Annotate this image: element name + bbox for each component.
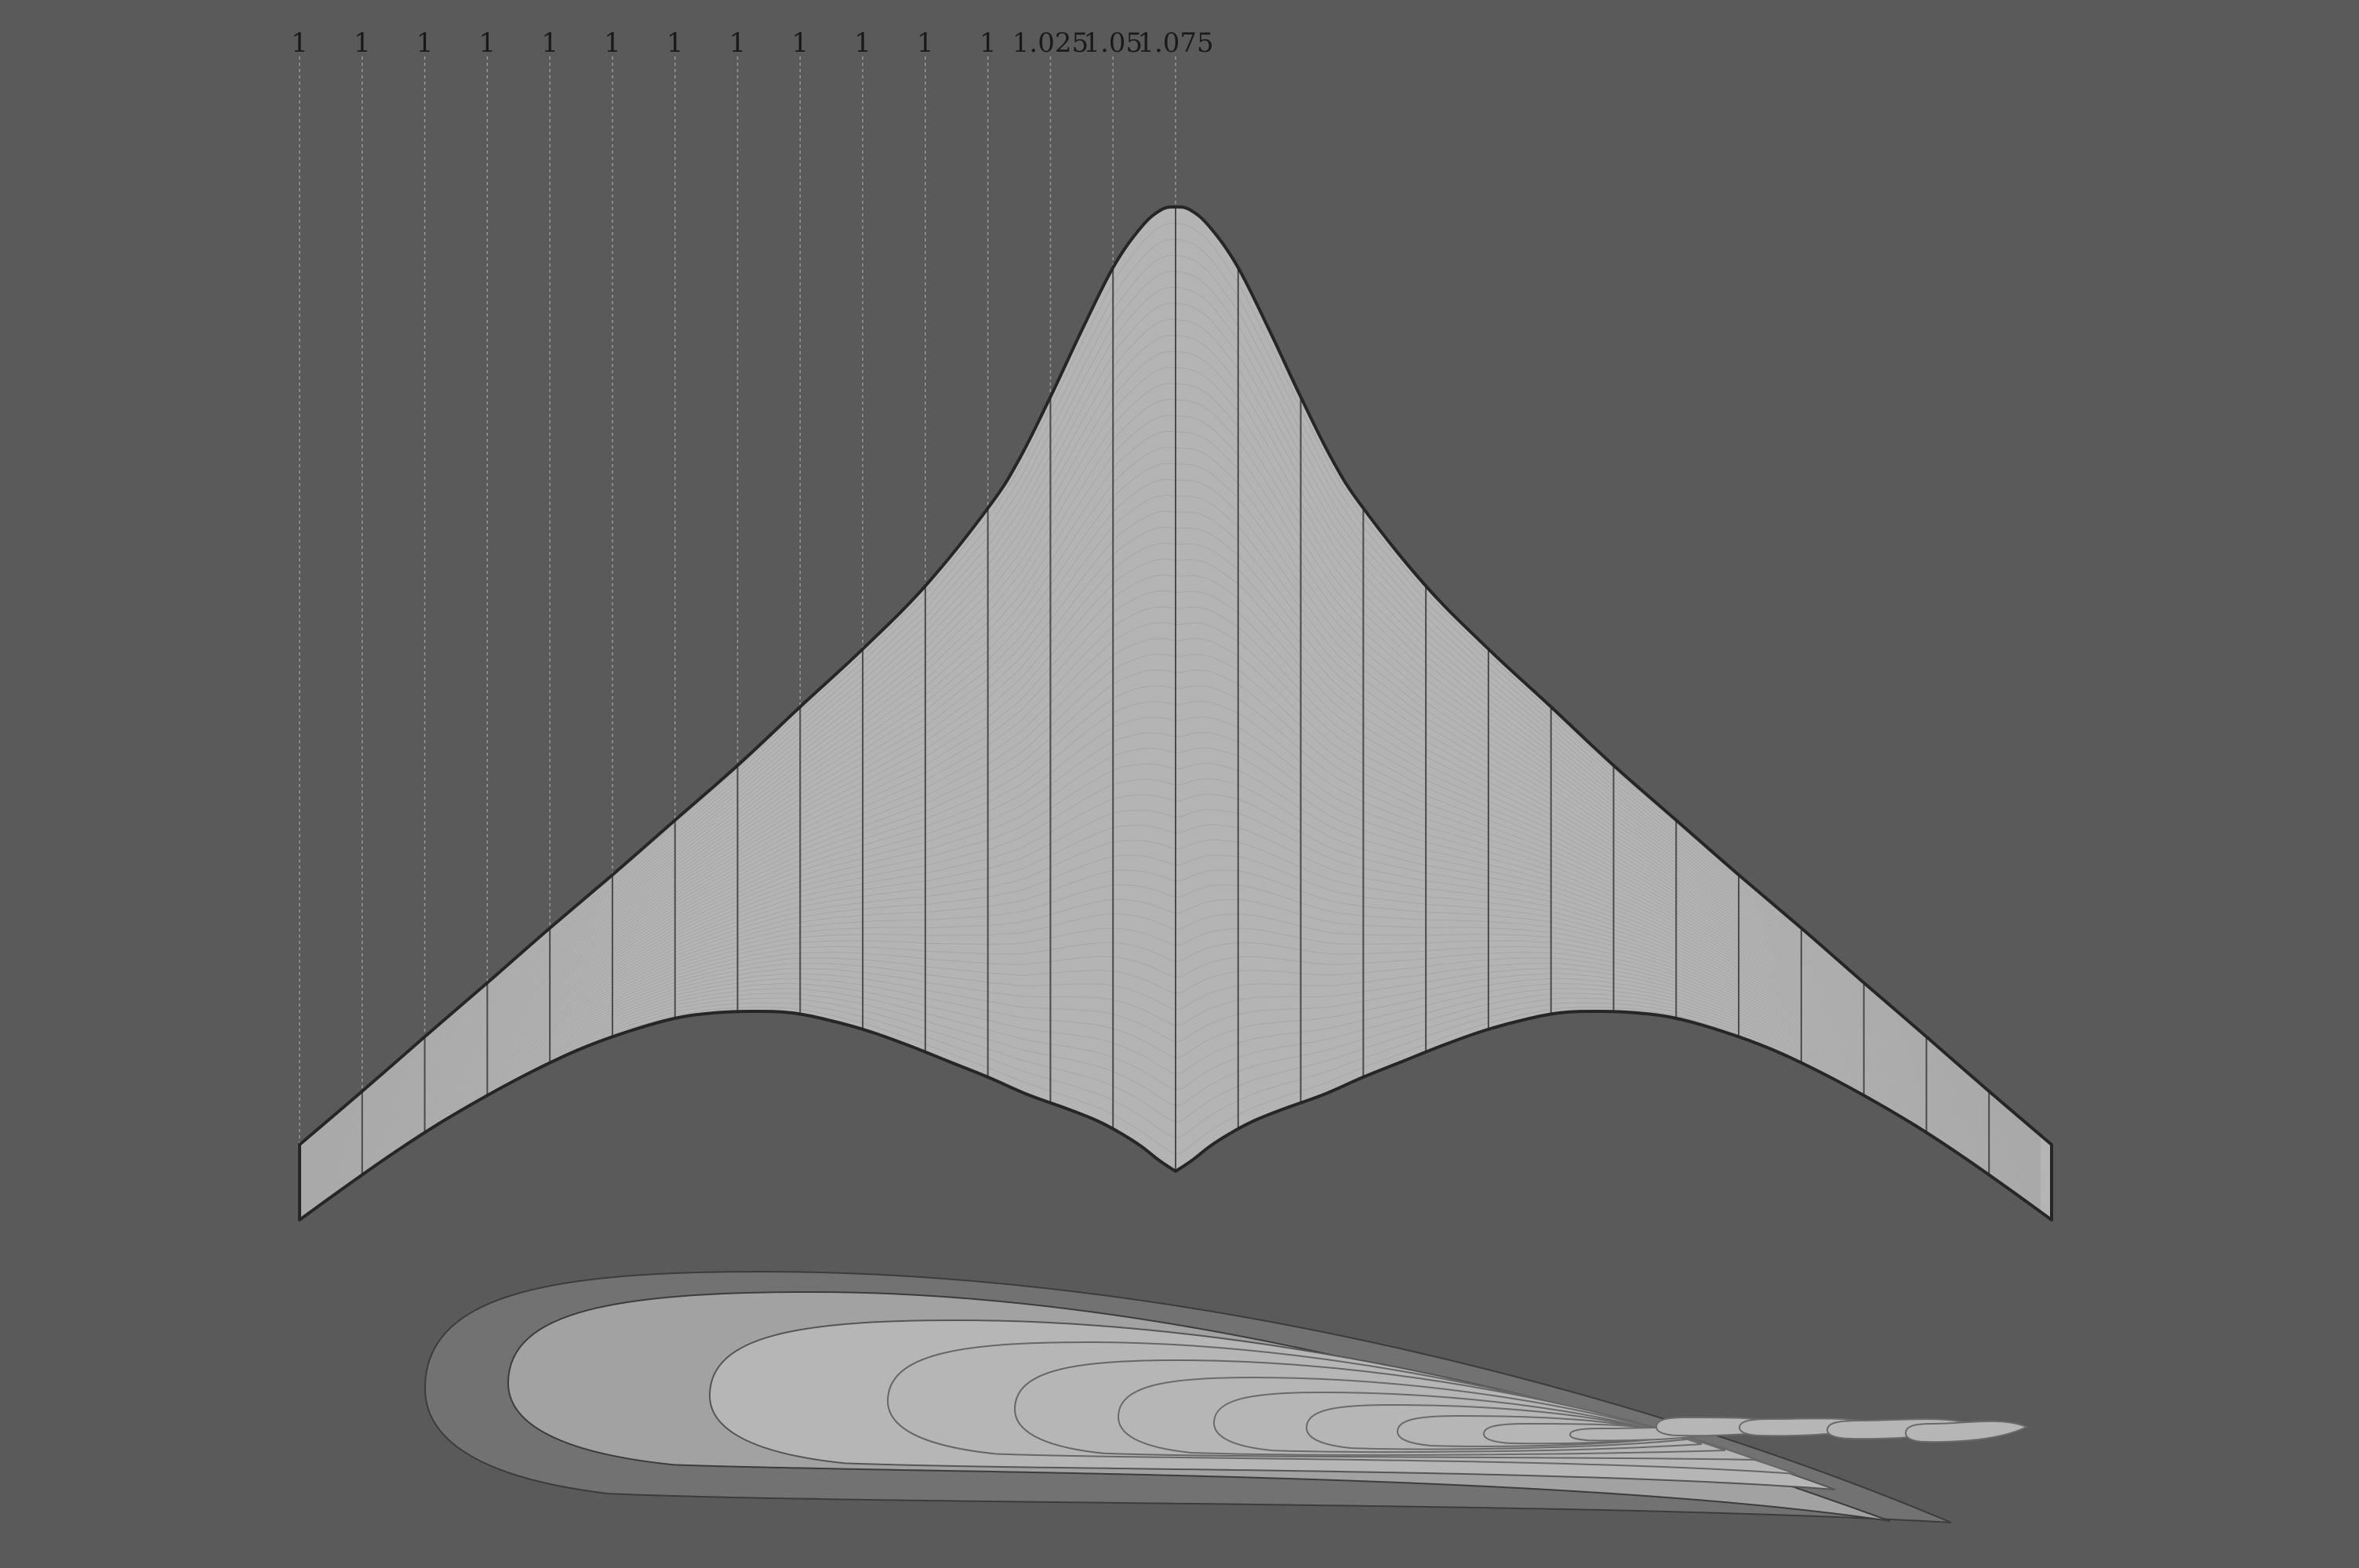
contour-line: [300, 398, 2041, 1160]
contour-line: [300, 731, 2041, 1187]
contour-line: [300, 808, 2041, 1193]
station-scale-label: 1: [541, 27, 558, 59]
contour-line: [300, 1002, 2041, 1218]
station-scale-label: 1: [604, 27, 621, 59]
contour-line: [300, 318, 2041, 1154]
contour-line: [300, 778, 2041, 1190]
contour-line: [300, 223, 2041, 1146]
contour-line: [300, 793, 2041, 1192]
contour-line: [300, 973, 2041, 1210]
contour-line: [300, 303, 2041, 1152]
contour-line: [300, 574, 2041, 1174]
station-scale-label: 1.025: [1012, 27, 1089, 59]
contour-line: [300, 335, 2041, 1156]
station-scale-label: 1: [416, 27, 434, 59]
contour-line: [300, 685, 2041, 1183]
contour-line: [300, 952, 2041, 1206]
contour-line: [300, 913, 2041, 1202]
contour-line: [300, 590, 2041, 1175]
wing-rib-lines: [361, 206, 1990, 1220]
contour-line: [300, 1006, 2041, 1219]
contour-line: [300, 884, 2041, 1200]
station-scale-label: 1.075: [1137, 27, 1213, 59]
contour-line: [300, 350, 2041, 1156]
contour-line: [300, 622, 2041, 1178]
station-scale-label: 1: [791, 27, 809, 59]
contour-line: [300, 763, 2041, 1189]
contour-line: [300, 855, 2041, 1196]
wing-planform: [298, 205, 2053, 1221]
airfoil-section: [1904, 1420, 2029, 1443]
station-scale-label: 1: [729, 27, 747, 59]
station-scale-label: 1: [479, 27, 496, 59]
contour-line: [300, 982, 2041, 1213]
contour-line: [300, 747, 2041, 1188]
contour-line: [300, 463, 2041, 1165]
station-scale-label: 1: [354, 27, 371, 59]
station-scale-label: 1: [291, 27, 308, 59]
contour-line: [300, 510, 2041, 1169]
wing-contour-lines: [300, 223, 2041, 1219]
contour-line: [300, 927, 2041, 1203]
contour-line: [300, 716, 2041, 1185]
contour-line: [300, 957, 2041, 1207]
contour-line: [300, 495, 2041, 1168]
contour-line: [300, 942, 2041, 1204]
contour-line: [300, 963, 2041, 1208]
contour-line: [300, 988, 2041, 1214]
contour-line: [300, 637, 2041, 1179]
contour-line: [300, 824, 2041, 1194]
contour-line: [300, 558, 2041, 1173]
contour-line: [300, 606, 2041, 1177]
airfoil-section-stack: [423, 1270, 2029, 1523]
contour-line: [300, 270, 2041, 1150]
station-scale-label: 1: [980, 27, 997, 59]
contour-line: [300, 447, 2041, 1164]
contour-line: [300, 543, 2041, 1171]
contour-line: [300, 287, 2041, 1152]
contour-line: [300, 967, 2041, 1210]
contour-line: [300, 415, 2041, 1162]
contour-line: [300, 701, 2041, 1184]
wing-outline: [298, 205, 2053, 1221]
contour-line: [300, 367, 2041, 1158]
contour-line: [300, 526, 2041, 1171]
contour-line: [300, 654, 2041, 1181]
contour-line: [300, 238, 2041, 1148]
station-guide-lines: [299, 56, 1176, 1145]
contour-line: [300, 839, 2041, 1196]
contour-line: [300, 993, 2041, 1216]
contour-line: [300, 869, 2041, 1198]
station-scale-label: 1: [667, 27, 684, 59]
station-scale-label: 1.05: [1083, 27, 1143, 59]
contour-line: [300, 997, 2041, 1217]
contour-line: [300, 478, 2041, 1167]
contour-line: [300, 383, 2041, 1159]
station-scale-label: 1: [917, 27, 934, 59]
contour-line: [300, 898, 2041, 1200]
contour-line: [300, 255, 2041, 1149]
contour-line: [300, 430, 2041, 1163]
station-scale-label: 1: [854, 27, 871, 59]
contour-line: [300, 670, 2041, 1181]
contour-line: [300, 978, 2041, 1212]
